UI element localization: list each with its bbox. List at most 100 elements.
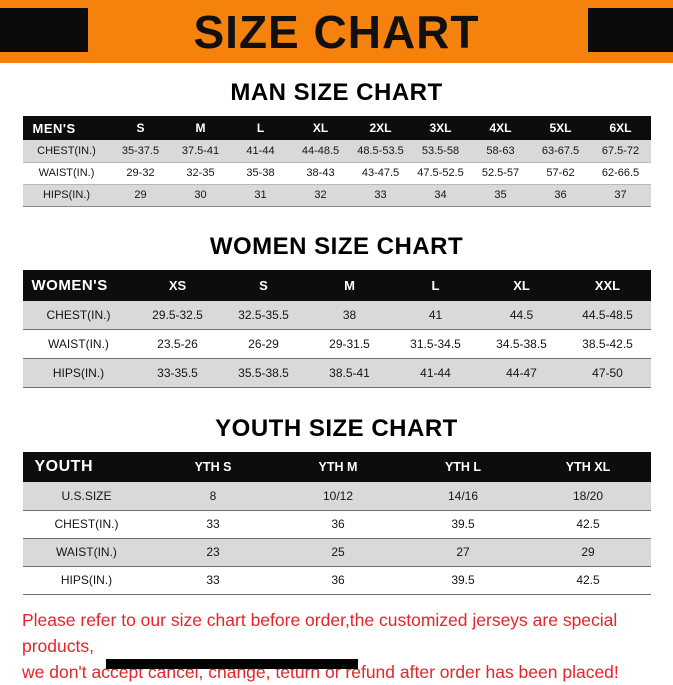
size-value-cell: 23.5-26: [157, 337, 198, 351]
men-section-heading: MAN SIZE CHART: [230, 79, 443, 106]
measurement-row: HIPS(IN.) 29 30 31 32 33 34 35 36 37: [22, 184, 651, 206]
size-value-cell: 37.5-41: [181, 144, 220, 157]
measurement-row: WAIST(IN.) 29-32 32-35 35-38 38-43 43-47.5 47.…: [22, 162, 651, 184]
size-table-header-row: YOUTH YTH S YTH M YTH L YTH XL: [22, 452, 651, 482]
size-column-header-cell: XS: [168, 277, 187, 293]
size-column-header-cell: YTH M: [318, 460, 358, 474]
measurement-row: CHEST(IN.) 29.5-32.5 32.5-35.5 38 41 44.5 44.5…: [22, 300, 651, 330]
size-value-cell: 29.5-32.5: [152, 307, 203, 322]
size-value-cell: 38.5-42.5: [582, 337, 633, 351]
size-value-cell: 35: [494, 189, 507, 201]
size-column-header-cell: L: [431, 277, 440, 293]
size-value-cell: 30: [194, 189, 207, 201]
size-value-cell: 43-47.5: [361, 167, 400, 179]
table-title-cell: YOUTH: [34, 458, 93, 475]
size-column-header-cell: 6XL: [609, 121, 632, 135]
table-title-cell: MEN'S: [32, 120, 76, 136]
size-value-cell: 35-38: [246, 167, 275, 179]
disclaimer-line-1: Please refer to our size chart before or…: [22, 609, 618, 656]
size-column-header-cell: M: [195, 121, 206, 135]
size-value-cell: 38-43: [306, 167, 335, 179]
size-column-header-cell: YTH L: [444, 460, 482, 474]
row-label-cell: CHEST(IN.): [54, 517, 119, 531]
men-size-table: MEN'S S M L XL 2XL 3XL 4XL 5XL 6XL CHEST(IN.) 35-37…: [22, 116, 651, 207]
row-label-cell: WAIST(IN.): [48, 337, 109, 351]
size-value-cell: 67.5-72: [601, 144, 640, 157]
size-value-cell: 39.5: [451, 517, 475, 531]
measurement-row: CHEST(IN.) 33 36 39.5 42.5: [22, 510, 651, 538]
bottom-black-bar: [106, 659, 358, 669]
size-value-cell: 39.5: [451, 573, 475, 587]
measurement-row: U.S.SIZE 8 10/12 14/16 18/20: [22, 482, 651, 510]
size-value-cell: 33-35.5: [157, 366, 198, 380]
size-value-cell: 53.5-58: [421, 144, 460, 157]
size-value-cell: 10/12: [322, 488, 354, 503]
size-value-cell: 44.5: [509, 307, 534, 322]
size-value-cell: 31: [254, 189, 267, 201]
row-label-cell: HIPS(IN.): [42, 189, 91, 201]
size-column-header-cell: 4XL: [489, 121, 512, 135]
size-value-cell: 25: [331, 545, 345, 559]
size-value-cell: 41-44: [246, 144, 275, 157]
size-value-cell: 23: [206, 545, 220, 559]
size-column-header-cell: L: [256, 121, 265, 135]
size-value-cell: 31.5-34.5: [410, 337, 461, 351]
row-label-cell: U.S.SIZE: [61, 488, 112, 503]
size-value-cell: 38: [342, 307, 357, 322]
size-column-header-cell: M: [344, 277, 355, 293]
row-label-cell: HIPS(IN.): [60, 573, 113, 587]
size-value-cell: 42.5: [576, 517, 600, 531]
size-value-cell: 34: [434, 189, 447, 201]
size-value-cell: 38.5-41: [329, 366, 370, 380]
size-value-cell: 8: [209, 488, 217, 503]
size-value-cell: 29: [134, 189, 147, 201]
youth-section-heading: YOUTH SIZE CHART: [215, 415, 458, 442]
size-value-cell: 18/20: [572, 488, 604, 503]
top-right-black-bar: [588, 8, 673, 52]
size-value-cell: 27: [456, 545, 470, 559]
size-value-cell: 44-48.5: [301, 144, 340, 157]
size-value-cell: 36: [554, 189, 567, 201]
size-value-cell: 44-47: [506, 366, 537, 380]
disclaimer: Please refer to our size chart before or…: [22, 607, 673, 685]
measurement-row: HIPS(IN.) 33-35.5 35.5-38.5 38.5-41 41-44 44-…: [22, 358, 651, 388]
youth-size-section: YOUTH SIZE CHART YOUTH YTH S YTH M YTH L YTH…: [0, 415, 673, 595]
size-value-cell: 36: [331, 573, 345, 587]
row-label-cell: WAIST(IN.): [38, 167, 95, 179]
size-value-cell: 32: [314, 189, 327, 201]
size-value-cell: 57-62: [546, 167, 575, 179]
size-value-cell: 29: [581, 545, 595, 559]
size-value-cell: 62-66.5: [601, 167, 640, 179]
row-label-cell: WAIST(IN.): [56, 545, 117, 559]
row-label-cell: CHEST(IN.): [46, 307, 111, 322]
size-table-header-row: MEN'S S M L XL 2XL 3XL 4XL 5XL 6XL: [22, 116, 651, 140]
size-value-cell: 26-29: [248, 337, 279, 351]
size-value-cell: 44.5-48.5: [582, 307, 633, 322]
size-value-cell: 36: [331, 517, 345, 531]
size-column-header-cell: 5XL: [549, 121, 572, 135]
women-size-section: WOMEN SIZE CHART WOMEN'S XS S M L XL XXL CHEST(…: [0, 233, 673, 389]
size-value-cell: 58-63: [486, 144, 515, 157]
size-value-cell: 63-67.5: [541, 144, 580, 157]
size-value-cell: 41: [428, 307, 443, 322]
measurement-row: HIPS(IN.) 33 36 39.5 42.5: [22, 566, 651, 594]
size-value-cell: 32.5-35.5: [238, 307, 289, 322]
size-column-header-cell: XXL: [594, 277, 621, 293]
size-value-cell: 29-32: [126, 167, 155, 179]
size-value-cell: 42.5: [576, 573, 600, 587]
size-value-cell: 47.5-52.5: [417, 167, 464, 179]
size-value-cell: 33: [206, 573, 220, 587]
size-column-header-cell: XL: [513, 277, 530, 293]
size-column-header-cell: 3XL: [429, 121, 452, 135]
size-value-cell: 33: [374, 189, 387, 201]
men-size-section: MAN SIZE CHART MEN'S S M L XL 2XL 3XL 4XL 5XL 6XL…: [0, 79, 673, 207]
size-value-cell: 52.5-57: [481, 167, 520, 179]
measurement-row: WAIST(IN.) 23.5-26 26-29 29-31.5 31.5-34.5 34…: [22, 329, 651, 359]
size-value-cell: 48.5-53.5: [357, 144, 404, 157]
size-value-cell: 32-35: [186, 167, 215, 179]
size-column-header-cell: YTH XL: [565, 460, 611, 474]
size-value-cell: 41-44: [420, 366, 451, 380]
size-value-cell: 34.5-38.5: [496, 337, 547, 351]
size-column-header-cell: YTH S: [194, 460, 232, 474]
